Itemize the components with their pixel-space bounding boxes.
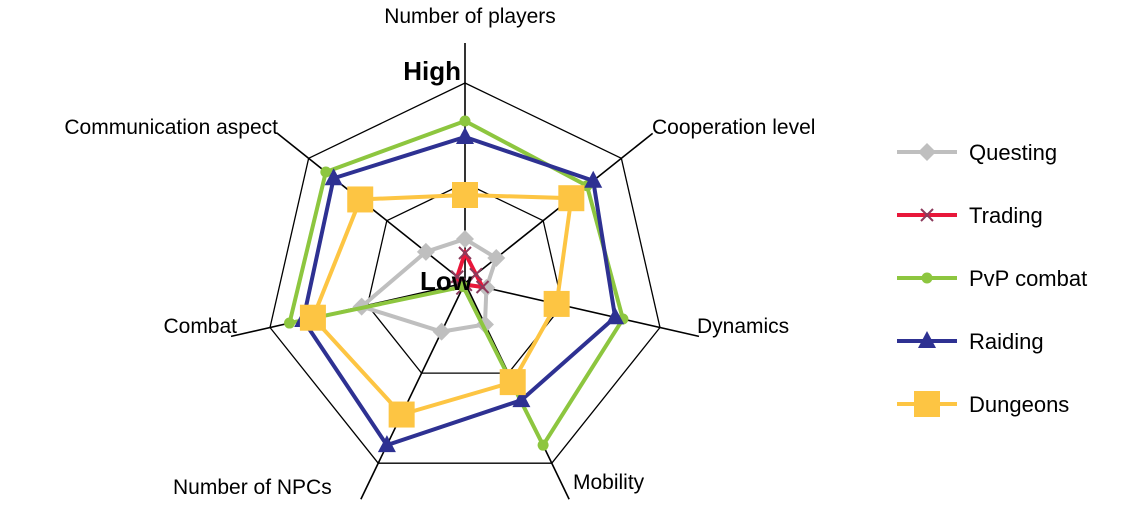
- series-pvp-combat: [284, 115, 629, 451]
- point-raiding-mobility: [512, 390, 531, 408]
- scale-label-low: Low: [420, 266, 473, 296]
- series-raiding: [294, 127, 625, 453]
- point-questing-communication-aspect: [416, 242, 435, 261]
- axis-label-mobility: Mobility: [573, 471, 645, 494]
- scale-labels: High Low: [403, 56, 473, 296]
- point-pvp-combat-number-of-players: [459, 115, 471, 127]
- point-raiding-dynamics: [606, 307, 625, 325]
- point-pvp-combat-number-of-npcs: [457, 281, 469, 293]
- point-dungeons-cooperation-level: [558, 185, 585, 212]
- point-trading-communication-aspect: [450, 270, 464, 284]
- legend-item-pvp-combat: PvP combat: [897, 266, 1087, 291]
- point-dungeons-dynamics: [543, 290, 570, 317]
- series-line-pvp-combat: [286, 118, 626, 450]
- axis-label-combat: Combat: [163, 315, 237, 338]
- axis-label-number-of-npcs: Number of NPCs: [173, 476, 332, 499]
- point-raiding-number-of-players: [456, 127, 474, 144]
- point-questing-cooperation-level: [487, 249, 506, 268]
- axis-line-dynamics: [464, 282, 700, 338]
- legend-label-pvp-combat: PvP combat: [969, 266, 1087, 291]
- point-raiding-communication-aspect: [324, 168, 343, 186]
- legend-item-dungeons: Dungeons: [897, 391, 1069, 417]
- point-pvp-combat-communication-aspect: [320, 166, 332, 178]
- point-pvp-combat-combat: [284, 317, 296, 329]
- axis-label-number-of-players: Number of players: [384, 5, 556, 28]
- legend-label-questing: Questing: [969, 140, 1057, 165]
- point-dungeons-combat: [299, 304, 326, 331]
- point-dungeons-mobility: [499, 369, 526, 396]
- legend-label-dungeons: Dungeons: [969, 392, 1069, 417]
- legend: Questing Trading PvP combat Raiding Dungeons: [897, 140, 1087, 417]
- axis-label-communication-aspect: Communication aspect: [64, 116, 278, 139]
- scale-label-high: High: [403, 56, 461, 86]
- legend-item-trading: Trading: [897, 203, 1043, 228]
- legend-marker-dungeons: [914, 391, 940, 417]
- point-trading-dynamics: [475, 280, 490, 294]
- legend-item-raiding: Raiding: [897, 329, 1044, 354]
- axis-line-number-of-npcs: [360, 282, 466, 500]
- legend-item-questing: Questing: [897, 140, 1057, 165]
- series-line-dungeons: [310, 192, 574, 417]
- legend-marker-pvp-combat: [921, 272, 933, 284]
- point-questing-number-of-npcs: [432, 322, 451, 341]
- legend-label-trading: Trading: [969, 203, 1043, 228]
- series-dungeons: [299, 182, 585, 428]
- point-trading-number-of-players: [458, 246, 472, 260]
- point-dungeons-number-of-npcs: [388, 401, 415, 428]
- point-trading-cooperation-level: [469, 267, 483, 281]
- legend-marker-questing: [918, 143, 936, 161]
- grid-ring-2: [269, 82, 661, 464]
- legend-marker-trading: [920, 208, 934, 222]
- axis-labels: Number of players Cooperation level Dyna…: [64, 5, 815, 499]
- point-dungeons-communication-aspect: [347, 186, 374, 213]
- legend-label-raiding: Raiding: [969, 329, 1044, 354]
- axis-label-cooperation-level: Cooperation level: [652, 116, 815, 139]
- point-questing-number-of-players: [456, 230, 474, 248]
- series-layer: [284, 115, 629, 453]
- point-raiding-number-of-npcs: [377, 435, 396, 453]
- point-raiding-cooperation-level: [584, 170, 603, 188]
- legend-marker-raiding: [918, 331, 936, 348]
- axis-label-dynamics: Dynamics: [697, 315, 789, 338]
- point-dungeons-number-of-players: [452, 182, 478, 208]
- point-pvp-combat-mobility: [537, 439, 549, 451]
- series-line-raiding: [301, 134, 618, 448]
- grid-ring-1: [366, 182, 564, 374]
